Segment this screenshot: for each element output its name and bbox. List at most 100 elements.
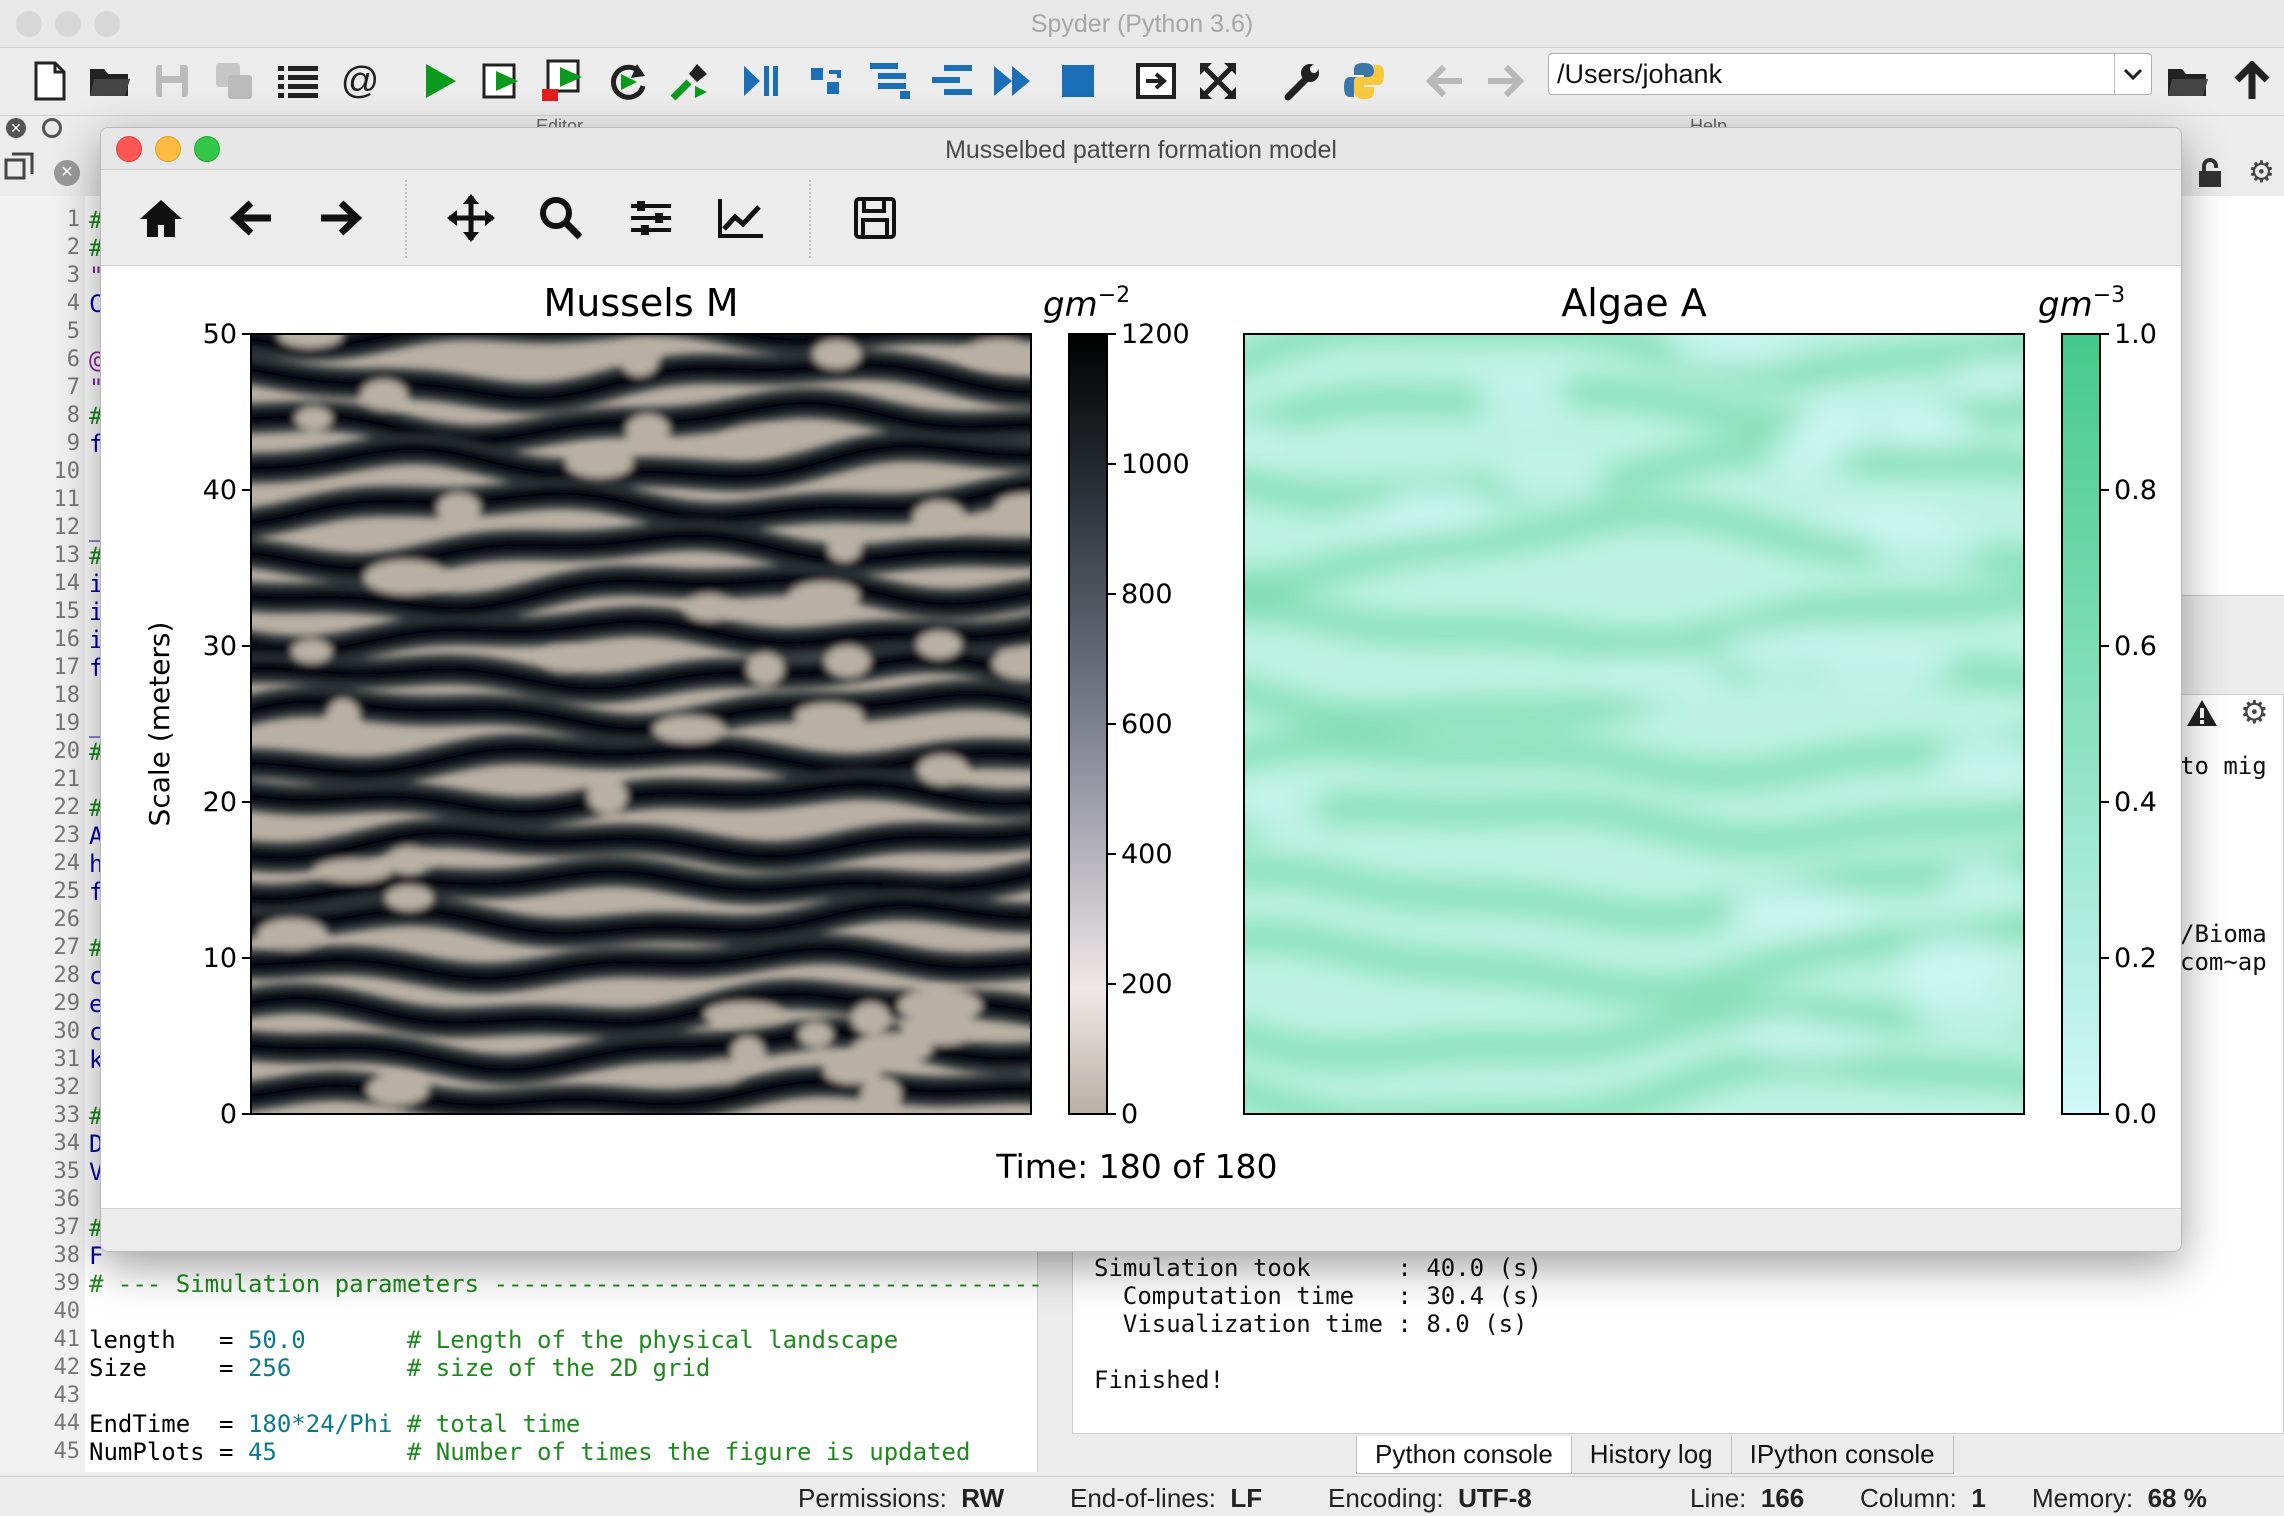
forward-icon[interactable] bbox=[315, 192, 367, 244]
console-line: Finished! bbox=[1094, 1366, 1225, 1394]
main-title-bar: Spyder (Python 3.6) bbox=[0, 0, 2284, 48]
code-line-prefix: k bbox=[89, 1046, 104, 1074]
home-icon[interactable] bbox=[135, 192, 187, 244]
stop-debug-icon[interactable] bbox=[1054, 57, 1102, 105]
plot-canvas[interactable]: Mussels M Scale (meters) 0 10 20 30 40 50 0 20… bbox=[101, 266, 2181, 1208]
console-line: Simulation took : 40.0 (s) bbox=[1094, 1254, 1542, 1282]
code-line-prefix: # bbox=[89, 1214, 104, 1242]
tab-python-console[interactable]: Python console bbox=[1356, 1436, 1572, 1474]
debug-step-icon[interactable] bbox=[738, 57, 786, 105]
line-number: 7 bbox=[66, 375, 80, 400]
console-line: Visualization time : 8.0 (s) bbox=[1094, 1310, 1528, 1338]
line-number: 24 bbox=[53, 851, 81, 876]
line-number: 14 bbox=[53, 571, 81, 596]
figure-minimize-button[interactable] bbox=[155, 136, 181, 162]
code-token: 50.0 bbox=[247, 1326, 306, 1354]
tab-history-log[interactable]: History log bbox=[1570, 1436, 1732, 1474]
help-pane bbox=[2180, 196, 2284, 596]
mussels-heatmap bbox=[250, 333, 1032, 1115]
email-at-icon[interactable]: @ bbox=[340, 60, 380, 102]
colorbar-tick-label: 1200 bbox=[1121, 319, 1190, 350]
line-number: 42 bbox=[53, 1355, 81, 1380]
code-line-prefix: " bbox=[89, 262, 104, 290]
working-directory-input[interactable]: /Users/johank bbox=[1548, 53, 2152, 95]
undock-pane-icon[interactable] bbox=[42, 118, 62, 138]
save-all-icon bbox=[210, 57, 258, 105]
continue-icon[interactable] bbox=[990, 57, 1038, 105]
mussels-title: Mussels M bbox=[543, 281, 738, 325]
outline-list-icon[interactable] bbox=[274, 57, 322, 105]
y-tick-label: 20 bbox=[203, 787, 237, 818]
window-title: Spyder (Python 3.6) bbox=[1030, 10, 1254, 38]
figure-status-bar bbox=[101, 1208, 2181, 1251]
run-cell-icon[interactable] bbox=[478, 57, 526, 105]
pan-icon[interactable] bbox=[445, 192, 497, 244]
line-number: 15 bbox=[53, 599, 81, 624]
new-file-icon[interactable] bbox=[26, 57, 74, 105]
maximize-pane-icon[interactable] bbox=[1132, 57, 1180, 105]
colorbar-tick-label: 0.4 bbox=[2114, 787, 2157, 818]
tab-ipython-console[interactable]: IPython console bbox=[1730, 1436, 1954, 1474]
close-tab-icon[interactable]: ✕ bbox=[54, 160, 80, 186]
code-line-prefix: D bbox=[89, 1130, 104, 1158]
console-options-gear-icon[interactable]: ⚙ bbox=[2240, 694, 2269, 730]
parent-directory-icon[interactable] bbox=[2228, 57, 2276, 105]
status-bar: Permissions: RW End-of-lines: LF Encodin… bbox=[0, 1476, 2284, 1516]
mussels-y-axis-label: Scale (meters) bbox=[143, 622, 176, 827]
save-figure-icon[interactable] bbox=[849, 192, 901, 244]
lock-icon[interactable] bbox=[2196, 158, 2224, 188]
console-tabs: Python console History log IPython conso… bbox=[1356, 1436, 1954, 1474]
browse-folder-icon[interactable] bbox=[2164, 57, 2212, 105]
code-line-prefix: f bbox=[89, 430, 104, 458]
browse-tabs-icon[interactable] bbox=[4, 152, 34, 182]
close-pane-icon[interactable]: ✕ bbox=[6, 118, 26, 138]
step-into-icon[interactable] bbox=[802, 57, 850, 105]
code-line-prefix: C bbox=[89, 290, 104, 318]
line-number: 31 bbox=[53, 1047, 81, 1072]
figure-svg: Mussels M Scale (meters) 0 10 20 30 40 50 0 20… bbox=[143, 281, 2157, 1186]
open-file-icon[interactable] bbox=[86, 57, 134, 105]
figure-window: Musselbed pattern formation model bbox=[100, 127, 2182, 1252]
save-file-icon bbox=[148, 57, 196, 105]
edit-axis-icon[interactable] bbox=[715, 192, 767, 244]
zoom-window-button[interactable] bbox=[94, 11, 120, 37]
preferences-wrench-icon[interactable] bbox=[1278, 57, 1326, 105]
minimize-window-button[interactable] bbox=[55, 11, 81, 37]
code-line-prefix: _ bbox=[89, 514, 104, 542]
colorbar-tick-label: 0.6 bbox=[2114, 631, 2157, 662]
line-number: 40 bbox=[53, 1299, 81, 1324]
zoom-icon[interactable] bbox=[535, 192, 587, 244]
figure-close-button[interactable] bbox=[116, 136, 142, 162]
line-number: 18 bbox=[53, 683, 81, 708]
code-line-prefix: A bbox=[89, 822, 104, 850]
configure-subplots-icon[interactable] bbox=[625, 192, 677, 244]
debug-icon[interactable] bbox=[666, 57, 714, 105]
close-window-button[interactable] bbox=[16, 11, 42, 37]
line-number: 33 bbox=[53, 1103, 81, 1128]
figure-zoom-button[interactable] bbox=[194, 136, 220, 162]
fullscreen-icon[interactable] bbox=[1194, 57, 1242, 105]
code-line-prefix: f bbox=[89, 878, 104, 906]
step-out-icon[interactable] bbox=[928, 57, 976, 105]
rerun-icon[interactable] bbox=[604, 57, 652, 105]
y-tick-label: 10 bbox=[203, 943, 237, 974]
code-line: NumPlots = 45 # Number of times the figu… bbox=[89, 1438, 970, 1466]
line-number: 9 bbox=[66, 431, 80, 456]
run-icon[interactable] bbox=[416, 57, 464, 105]
toolbar-separator bbox=[405, 180, 407, 258]
code-line: Size = 256 # size of the 2D grid bbox=[89, 1354, 710, 1382]
warning-icon[interactable] bbox=[2186, 698, 2218, 728]
run-cell-advance-icon[interactable] bbox=[540, 57, 588, 105]
colorbar-tick-label: 0.2 bbox=[2114, 943, 2157, 974]
code-text: # --- Simulation parameters ------------… bbox=[89, 1270, 1043, 1298]
y-tick-label: 40 bbox=[203, 475, 237, 506]
code-line-prefix: @ bbox=[89, 346, 104, 374]
line-number-gutter: 1 2 3 4 5 6 7 8 9 10 11 12 13 14 15 16 17 18 19 20 21 22 23 24 2… bbox=[0, 196, 85, 1472]
line-number: 17 bbox=[53, 655, 81, 680]
back-icon[interactable] bbox=[225, 192, 277, 244]
step-return-icon[interactable] bbox=[866, 57, 914, 105]
code-token: # Number of times the figure is updated bbox=[276, 1438, 971, 1466]
help-options-gear-icon[interactable]: ⚙ bbox=[2248, 156, 2275, 189]
python-path-icon[interactable] bbox=[1340, 57, 1388, 105]
chevron-down-icon[interactable] bbox=[2114, 54, 2151, 94]
